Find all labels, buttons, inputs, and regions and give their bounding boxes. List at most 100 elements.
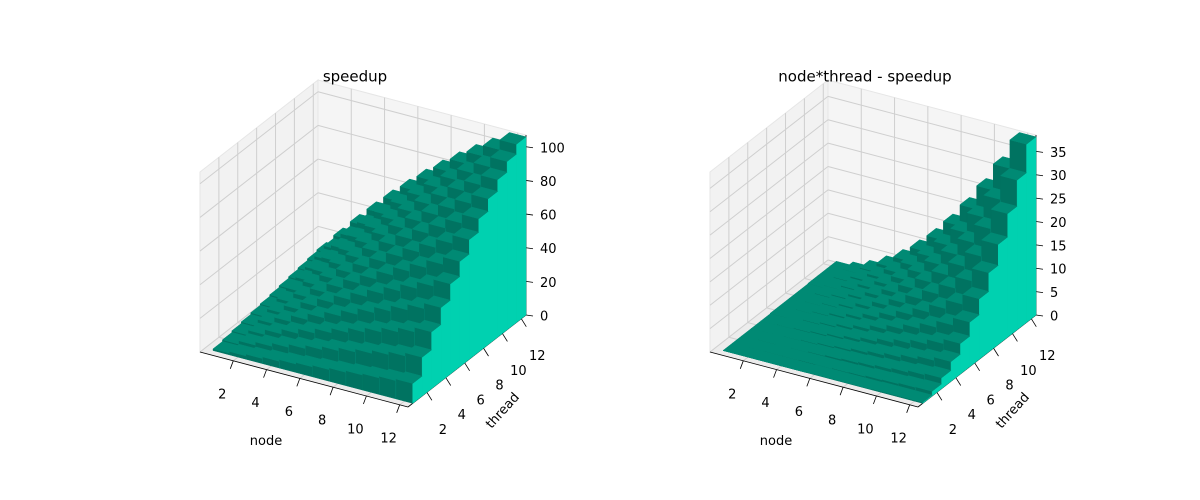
z-tick-label: 0 <box>1050 310 1058 325</box>
y-tick-label: 10 <box>510 364 527 379</box>
bar-top <box>990 201 1018 214</box>
y-tick-label: 2 <box>439 423 447 438</box>
bar-side <box>506 153 517 331</box>
bar-top <box>404 345 433 358</box>
x-axis-label: node <box>760 434 792 449</box>
bar-side <box>1016 172 1027 331</box>
y-tick-label: 12 <box>529 349 546 364</box>
tick-mark <box>1035 197 1044 200</box>
bar-side <box>988 264 999 353</box>
y-tick-label: 4 <box>458 408 466 423</box>
bar-top <box>962 286 990 300</box>
tick-mark <box>396 404 401 413</box>
bar-top <box>414 319 442 333</box>
tick-mark <box>445 377 452 386</box>
tick-mark <box>229 360 234 369</box>
bar-top <box>433 271 461 285</box>
grid-line <box>199 91 319 185</box>
bar-side <box>450 276 461 375</box>
bar-side <box>1026 136 1037 323</box>
bar-top <box>971 260 999 274</box>
tick-mark <box>739 360 744 369</box>
bar-top <box>461 206 489 220</box>
grid-line <box>199 125 319 218</box>
grid-line <box>827 95 1037 152</box>
tick-mark <box>1035 267 1044 270</box>
y-tick-label: 4 <box>968 408 976 423</box>
tick-mark <box>1035 221 1044 223</box>
x-tick-label: 10 <box>347 423 364 438</box>
bar-top <box>924 365 952 379</box>
grid-line <box>199 158 319 252</box>
y-tick-label: 6 <box>986 393 994 408</box>
grid-line <box>199 225 319 319</box>
x-tick-label: 10 <box>857 423 874 438</box>
y-tick-label: 12 <box>1039 349 1056 364</box>
bar-top <box>952 310 980 323</box>
tick-mark <box>525 146 534 149</box>
tick-mark <box>1035 150 1044 153</box>
y-tick-label: 6 <box>476 393 484 408</box>
tick-mark <box>1030 318 1037 327</box>
grid-line <box>709 189 829 283</box>
bar <box>395 371 423 404</box>
tick-mark <box>806 378 811 387</box>
bar-side <box>997 236 1008 345</box>
x-tick-label: 4 <box>761 396 769 411</box>
z-tick-label: 30 <box>1050 169 1067 184</box>
tick-mark <box>773 369 777 378</box>
axis-line <box>709 351 919 408</box>
tick-mark <box>525 247 534 250</box>
x-tick-label: 2 <box>218 387 226 402</box>
bar-top <box>999 168 1028 181</box>
tick-mark <box>974 362 980 372</box>
x-tick-label: 2 <box>728 387 736 402</box>
grid-line <box>709 95 829 189</box>
z-tick-label: 100 <box>540 141 565 156</box>
z-tick-label: 60 <box>540 209 557 224</box>
tick-mark <box>520 318 527 327</box>
tick-mark <box>525 213 534 216</box>
bar-top <box>471 186 499 200</box>
tick-mark <box>525 180 534 182</box>
bar-top <box>442 249 470 262</box>
bar-top <box>914 379 943 392</box>
tick-mark <box>464 362 470 372</box>
tick-mark <box>296 378 301 387</box>
z-tick-label: 35 <box>1050 146 1067 161</box>
z-tick-label: 25 <box>1050 193 1067 208</box>
tick-mark <box>502 333 508 342</box>
y-tick-label: 8 <box>1005 379 1013 394</box>
tick-mark <box>525 314 534 317</box>
z-tick-label: 80 <box>540 175 557 190</box>
grid-line <box>709 212 829 306</box>
bar-top <box>489 149 518 162</box>
tick-mark <box>1035 314 1044 317</box>
tick-mark <box>426 392 433 401</box>
z-tick-label: 15 <box>1050 239 1067 254</box>
tick-mark <box>1035 244 1044 247</box>
bar <box>905 390 933 404</box>
bar-side <box>516 136 527 323</box>
bar-side <box>421 349 432 397</box>
tick-mark <box>525 280 534 283</box>
tick-mark <box>483 347 489 357</box>
bar-side <box>478 210 489 353</box>
y-tick-label: 8 <box>495 379 503 394</box>
grid-line <box>709 236 829 330</box>
grid-line <box>709 259 829 353</box>
bar-side <box>440 299 451 382</box>
z-tick-label: 0 <box>540 310 548 325</box>
bar-side <box>487 190 498 345</box>
bar-side <box>459 253 470 368</box>
z-tick-label: 20 <box>1050 216 1067 231</box>
bar-top <box>905 390 933 403</box>
grid-line <box>317 91 527 148</box>
x-tick-label: 12 <box>890 431 907 446</box>
bar-side <box>969 314 980 368</box>
tick-mark <box>839 387 844 396</box>
z-tick-label: 10 <box>1050 263 1067 278</box>
z-tick-label: 20 <box>540 276 557 291</box>
bar-side <box>497 171 508 338</box>
bar-top <box>981 232 1009 245</box>
